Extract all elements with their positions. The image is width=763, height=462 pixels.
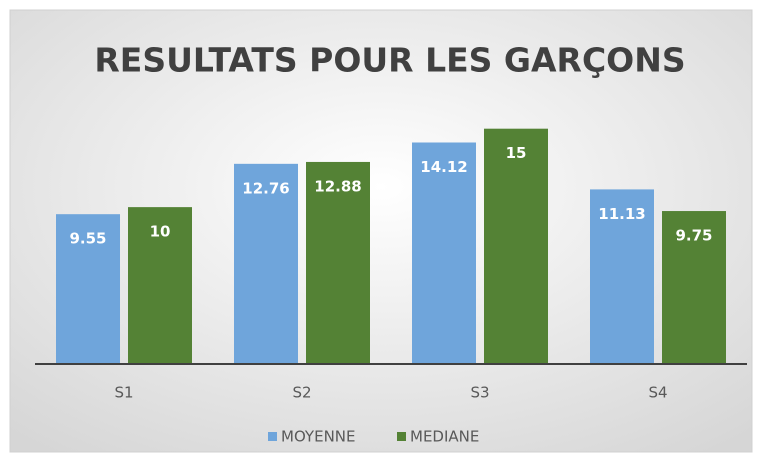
chart-title: RESULTATS POUR LES GARÇONS: [94, 41, 685, 80]
data-label: 12.88: [314, 177, 361, 195]
data-label: 15: [506, 144, 527, 162]
x-tick-label: S4: [648, 384, 667, 402]
data-label: 9.75: [675, 227, 712, 245]
x-tick-label: S3: [470, 384, 489, 402]
legend-swatch: [268, 432, 277, 441]
legend-label: MEDIANE: [410, 428, 479, 446]
data-label: 11.13: [598, 205, 645, 223]
bar: [128, 207, 192, 364]
bar: [590, 189, 654, 364]
legend-label: MOYENNE: [281, 428, 356, 446]
bar: [412, 142, 476, 364]
x-tick-label: S2: [292, 384, 311, 402]
bar: [484, 128, 548, 364]
bar: [306, 161, 370, 364]
data-label: 10: [150, 223, 171, 241]
x-tick-label: S1: [114, 384, 133, 402]
data-label: 9.55: [69, 230, 106, 248]
legend-swatch: [397, 432, 406, 441]
data-label: 12.76: [242, 179, 289, 197]
bar: [234, 163, 298, 364]
bar: [56, 214, 120, 364]
bar: [662, 211, 726, 364]
data-label: 14.12: [420, 158, 467, 176]
